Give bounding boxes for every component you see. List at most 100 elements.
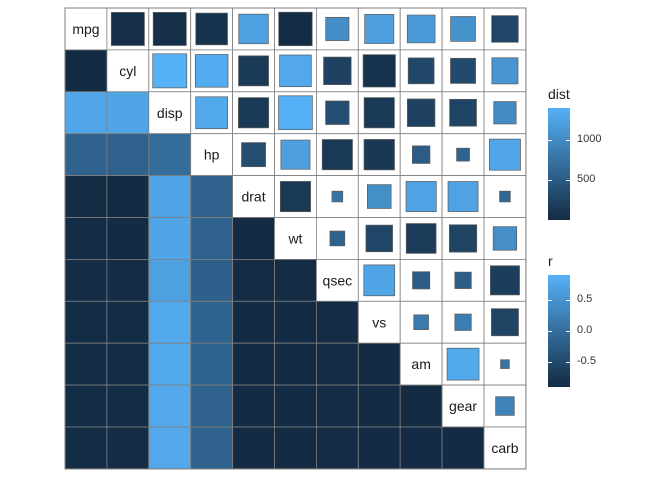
diagonal-label-qsec: qsec bbox=[323, 272, 353, 288]
r-square-disp-carb bbox=[493, 101, 517, 125]
dist-tile-gear-drat bbox=[232, 384, 275, 428]
dist-tile-carb-gear bbox=[441, 426, 485, 470]
dist-tile-drat-disp bbox=[148, 175, 192, 218]
r-square-qsec-gear bbox=[454, 271, 472, 289]
legend-title-r: r bbox=[548, 253, 553, 269]
r-square-mpg-wt bbox=[278, 11, 313, 47]
r-square-drat-am bbox=[405, 181, 437, 213]
r-square-disp-qsec bbox=[325, 100, 350, 125]
legend-tickmark-r-1-r bbox=[566, 331, 570, 332]
diagonal-label-cyl: cyl bbox=[119, 63, 136, 79]
dist-tile-vs-hp bbox=[190, 300, 233, 344]
dist-tile-drat-cyl bbox=[106, 175, 150, 218]
dist-tile-gear-cyl bbox=[106, 384, 150, 428]
dist-tile-vs-qsec bbox=[315, 300, 359, 344]
r-square-hp-gear bbox=[456, 147, 470, 162]
r-square-qsec-vs bbox=[363, 264, 396, 297]
r-square-drat-gear bbox=[447, 181, 479, 212]
r-square-am-carb bbox=[500, 359, 510, 369]
r-square-wt-carb bbox=[492, 226, 518, 251]
r-square-gear-carb bbox=[495, 396, 515, 416]
dist-tile-qsec-mpg bbox=[64, 258, 108, 302]
r-square-cyl-am bbox=[407, 57, 435, 85]
dist-tile-disp-mpg bbox=[64, 91, 108, 135]
diagonal-cell-drat bbox=[232, 175, 275, 218]
r-square-mpg-carb bbox=[491, 15, 519, 43]
dist-tile-vs-wt bbox=[274, 300, 317, 344]
r-square-wt-qsec bbox=[329, 230, 346, 247]
diagonal-label-carb: carb bbox=[491, 440, 518, 456]
legend-tickmark-dist-1-r bbox=[566, 140, 570, 142]
diagonal-label-disp: disp bbox=[157, 105, 183, 121]
dist-tile-gear-wt bbox=[274, 384, 317, 428]
diagonal-label-mpg: mpg bbox=[72, 21, 99, 37]
dist-tile-carb-drat bbox=[232, 426, 275, 470]
diagonal-label-am: am bbox=[411, 356, 430, 372]
dist-tile-wt-hp bbox=[190, 217, 233, 260]
r-square-drat-carb bbox=[499, 190, 511, 203]
r-square-disp-wt bbox=[278, 95, 313, 131]
dist-tile-qsec-disp bbox=[148, 258, 192, 302]
dist-tile-carb-disp bbox=[148, 426, 192, 470]
dist-tile-gear-vs bbox=[357, 384, 401, 428]
dist-tile-am-vs bbox=[357, 342, 401, 386]
legend-tickmark-r-2-r bbox=[566, 299, 570, 301]
r-square-qsec-carb bbox=[490, 265, 520, 296]
dist-tile-carb-mpg bbox=[64, 426, 108, 470]
dist-tile-drat-hp bbox=[190, 175, 233, 218]
dist-tile-gear-am bbox=[399, 384, 443, 428]
r-square-disp-am bbox=[407, 98, 436, 127]
dist-tile-wt-disp bbox=[148, 217, 192, 260]
plot-border bbox=[64, 7, 527, 470]
r-square-drat-qsec bbox=[331, 190, 344, 203]
dist-tile-am-wt bbox=[274, 342, 317, 386]
diagonal-cell-mpg bbox=[64, 7, 108, 51]
dist-tile-carb-hp bbox=[190, 426, 233, 470]
legend-tick-r-2: 0.5 bbox=[577, 292, 593, 305]
legend-tickmark-dist-0-r bbox=[566, 180, 570, 182]
r-square-wt-am bbox=[405, 223, 437, 254]
dist-tile-carb-qsec bbox=[315, 426, 359, 470]
r-square-hp-carb bbox=[489, 138, 521, 171]
r-square-cyl-qsec bbox=[323, 56, 352, 85]
dist-tile-gear-disp bbox=[148, 384, 192, 428]
legend-tick-r-1: 0.0 bbox=[577, 324, 593, 336]
dist-tile-wt-mpg bbox=[64, 217, 108, 260]
dist-tile-cyl-mpg bbox=[64, 49, 108, 93]
r-square-vs-carb bbox=[491, 308, 519, 337]
dist-tile-carb-am bbox=[399, 426, 443, 470]
r-square-cyl-drat bbox=[238, 55, 269, 87]
dist-tile-qsec-wt bbox=[274, 258, 317, 302]
r-square-mpg-hp bbox=[195, 12, 228, 46]
diagonal-cell-carb bbox=[483, 426, 527, 470]
r-square-disp-gear bbox=[449, 98, 477, 127]
legend-tick-dist-1: 1000 bbox=[577, 133, 602, 146]
dist-tile-gear-hp bbox=[190, 384, 233, 428]
legend-tickmark-r-2-l bbox=[548, 299, 552, 301]
dist-tile-vs-disp bbox=[148, 300, 192, 344]
r-square-vs-gear bbox=[454, 313, 472, 331]
diagonal-cell-gear bbox=[441, 384, 485, 428]
diagonal-cell-cyl bbox=[106, 49, 150, 93]
r-square-mpg-drat bbox=[238, 13, 269, 45]
legend-tickmark-r-1-l bbox=[548, 331, 552, 332]
dist-tile-am-cyl bbox=[106, 342, 150, 386]
legend-title-dist: dist bbox=[548, 86, 570, 102]
dist-tile-gear-mpg bbox=[64, 384, 108, 428]
r-square-hp-am bbox=[412, 145, 431, 164]
r-square-mpg-vs bbox=[364, 14, 395, 44]
r-square-mpg-cyl bbox=[110, 12, 145, 46]
dist-tile-vs-drat bbox=[232, 300, 275, 344]
r-square-cyl-gear bbox=[450, 57, 476, 84]
legend-tickmark-dist-0-l bbox=[548, 180, 552, 182]
dist-tile-hp-cyl bbox=[106, 133, 150, 176]
r-square-cyl-vs bbox=[362, 54, 396, 88]
dist-tile-wt-cyl bbox=[106, 217, 150, 260]
diagonal-cell-hp bbox=[190, 133, 233, 176]
r-square-disp-drat bbox=[238, 97, 270, 129]
legend-colorbar-dist bbox=[548, 108, 570, 220]
dist-tile-hp-mpg bbox=[64, 133, 108, 176]
r-square-am-gear bbox=[446, 347, 480, 381]
dist-tile-carb-vs bbox=[357, 426, 401, 470]
dist-tile-qsec-cyl bbox=[106, 258, 150, 302]
